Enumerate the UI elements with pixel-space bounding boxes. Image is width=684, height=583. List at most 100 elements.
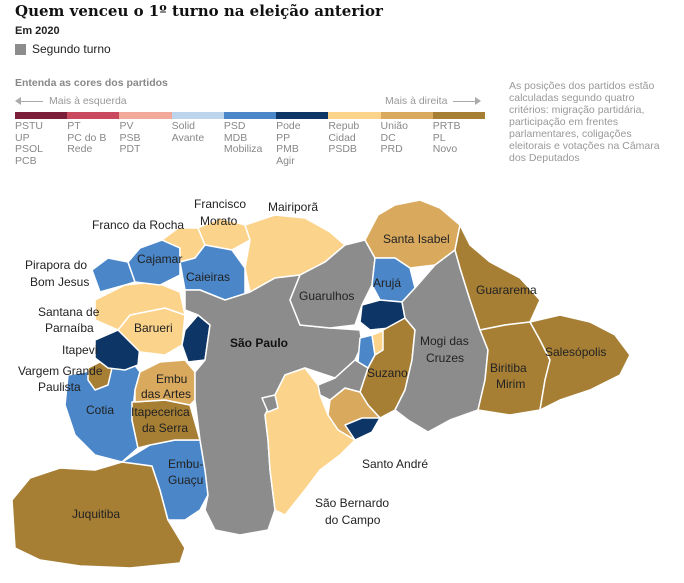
chart-subtitle: Em 2020	[15, 25, 60, 37]
region-diadema[interactable]	[261, 394, 279, 413]
party-color-segment	[15, 112, 68, 119]
party-name: Rede	[67, 143, 93, 155]
party-name: UP	[15, 131, 30, 144]
party-group: PRTB PL Novo	[432, 120, 485, 167]
party-name: PRTB	[432, 120, 461, 132]
label-franco-da-rocha: Franco da Rocha	[92, 218, 184, 232]
second-round-label: Segundo turno	[32, 42, 111, 56]
party-group: União DC PRD	[380, 120, 433, 167]
party-name: Repub	[328, 120, 360, 132]
party-name: Solid	[171, 120, 196, 132]
label-francisco-morato-2: Morato	[200, 214, 238, 228]
party-name: PT	[67, 120, 81, 132]
party-color-segment	[67, 112, 120, 119]
label-sao-bernardo-2: do Campo	[325, 513, 381, 527]
party-group: Solid Avante	[171, 120, 224, 167]
label-mogi-1: Mogi das	[420, 334, 469, 348]
legend-second-round: Segundo turno	[15, 42, 111, 56]
label-barueri: Barueri	[134, 321, 173, 335]
party-name: PL	[432, 131, 446, 144]
party-color-bar	[15, 112, 485, 119]
party-color-segment	[328, 112, 381, 119]
label-vargem-grande-2: Paulista	[38, 380, 81, 394]
label-cajamar: Cajamar	[137, 252, 182, 266]
party-color-segment	[223, 112, 277, 119]
party-name: PP	[276, 131, 291, 144]
region-rio-grande-serra[interactable]	[344, 417, 381, 441]
label-itapecerica-1: Itapecerica	[131, 405, 190, 419]
party-name: Novo	[432, 143, 458, 155]
label-embu-1: Embu	[156, 372, 187, 386]
label-biritiba-2: Mirim	[496, 377, 525, 391]
party-groups: PSTU UP PSOL PCB PT PC do B Rede PV PSB PDT Solid A…	[15, 120, 485, 167]
label-mogi-2: Cruzes	[426, 351, 464, 365]
party-color-segment	[432, 112, 485, 119]
party-name: PSB	[119, 131, 141, 144]
label-caieiras: Caieiras	[186, 270, 230, 284]
label-juquitiba: Juquitiba	[72, 507, 120, 521]
label-cotia: Cotia	[86, 403, 114, 417]
left-arrow-icon	[15, 97, 21, 105]
party-name: União	[380, 120, 408, 132]
label-santana-1: Santana de	[38, 305, 100, 319]
party-group: PSD MDB Mobiliza	[223, 120, 276, 167]
party-group: PT PC do B Rede	[67, 120, 119, 167]
party-name: MDB	[223, 131, 248, 144]
party-group: Pode PP PMB Agir	[276, 120, 328, 167]
label-santana-2: Parnaíba	[45, 321, 94, 335]
label-santo-andre: Santo André	[362, 457, 428, 471]
party-name: PC do B	[67, 131, 107, 144]
label-itapecerica-2: da Serra	[142, 421, 188, 435]
label-vargem-grande-1: Vargem Grande	[18, 364, 103, 378]
label-pirapora-2: Bom Jesus	[30, 275, 89, 289]
label-sao-bernardo-1: São Bernardo	[315, 496, 389, 510]
right-direction-text: Mais à direita	[385, 95, 448, 107]
party-color-segment	[171, 112, 224, 119]
party-group: PV PSB PDT	[119, 120, 171, 167]
right-direction-label: Mais à direita	[385, 95, 482, 107]
party-color-segment	[380, 112, 433, 119]
party-name: PV	[119, 120, 134, 132]
party-name: DC	[380, 131, 396, 144]
second-round-swatch	[15, 43, 26, 55]
label-pirapora-1: Pirapora do	[25, 258, 87, 272]
left-direction-label: Mais à esquerda	[15, 95, 127, 107]
party-name: Avante	[171, 131, 205, 144]
label-guarulhos: Guarulhos	[299, 289, 354, 303]
party-name: PSTU	[15, 120, 44, 132]
party-name: PSDB	[328, 143, 357, 155]
label-santa-isabel: Santa Isabel	[383, 232, 450, 246]
region-embu-das-artes[interactable]	[134, 359, 196, 406]
label-embu-guacu-2: Guaçu	[168, 473, 203, 487]
party-name: Mobiliza	[223, 143, 263, 155]
party-name: PCB	[15, 154, 37, 167]
label-aruja: Arujá	[373, 276, 401, 290]
label-embu-2: das Artes	[141, 387, 191, 401]
label-itapevi: Itapevi	[62, 343, 97, 357]
party-name: Cidad	[328, 131, 356, 144]
party-group: PSTU UP PSOL PCB	[15, 120, 67, 167]
party-name: Agir	[276, 154, 295, 167]
region-sao-bernardo[interactable]	[264, 367, 356, 516]
region-santana-parnaiba[interactable]	[94, 281, 186, 331]
label-biritiba-1: Biritiba	[490, 361, 527, 375]
party-name: Pode	[276, 120, 301, 132]
label-suzano: Suzano	[367, 366, 408, 380]
label-francisco-morato-1: Francisco	[194, 197, 246, 211]
label-embu-guacu-1: Embu-	[168, 457, 203, 471]
methodology-note: As posições dos partidos estão calculada…	[509, 80, 660, 164]
label-salesopolis: Salesópolis	[545, 345, 606, 359]
party-name: PSD	[223, 120, 246, 132]
region-guarulhos[interactable]	[289, 239, 376, 329]
left-direction-text: Mais à esquerda	[49, 95, 127, 107]
party-name: PSOL	[15, 143, 44, 155]
party-name: PDT	[119, 143, 141, 155]
party-scale-title: Entenda as cores dos partidos	[15, 77, 168, 89]
label-guararema: Guararema	[476, 283, 537, 297]
party-group: Repub Cidad PSDB	[328, 120, 380, 167]
party-name: PRD	[380, 143, 403, 155]
label-mairipora: Mairiporã	[268, 200, 318, 214]
party-name: PMB	[276, 143, 299, 155]
region-salesopolis[interactable]	[529, 314, 631, 411]
